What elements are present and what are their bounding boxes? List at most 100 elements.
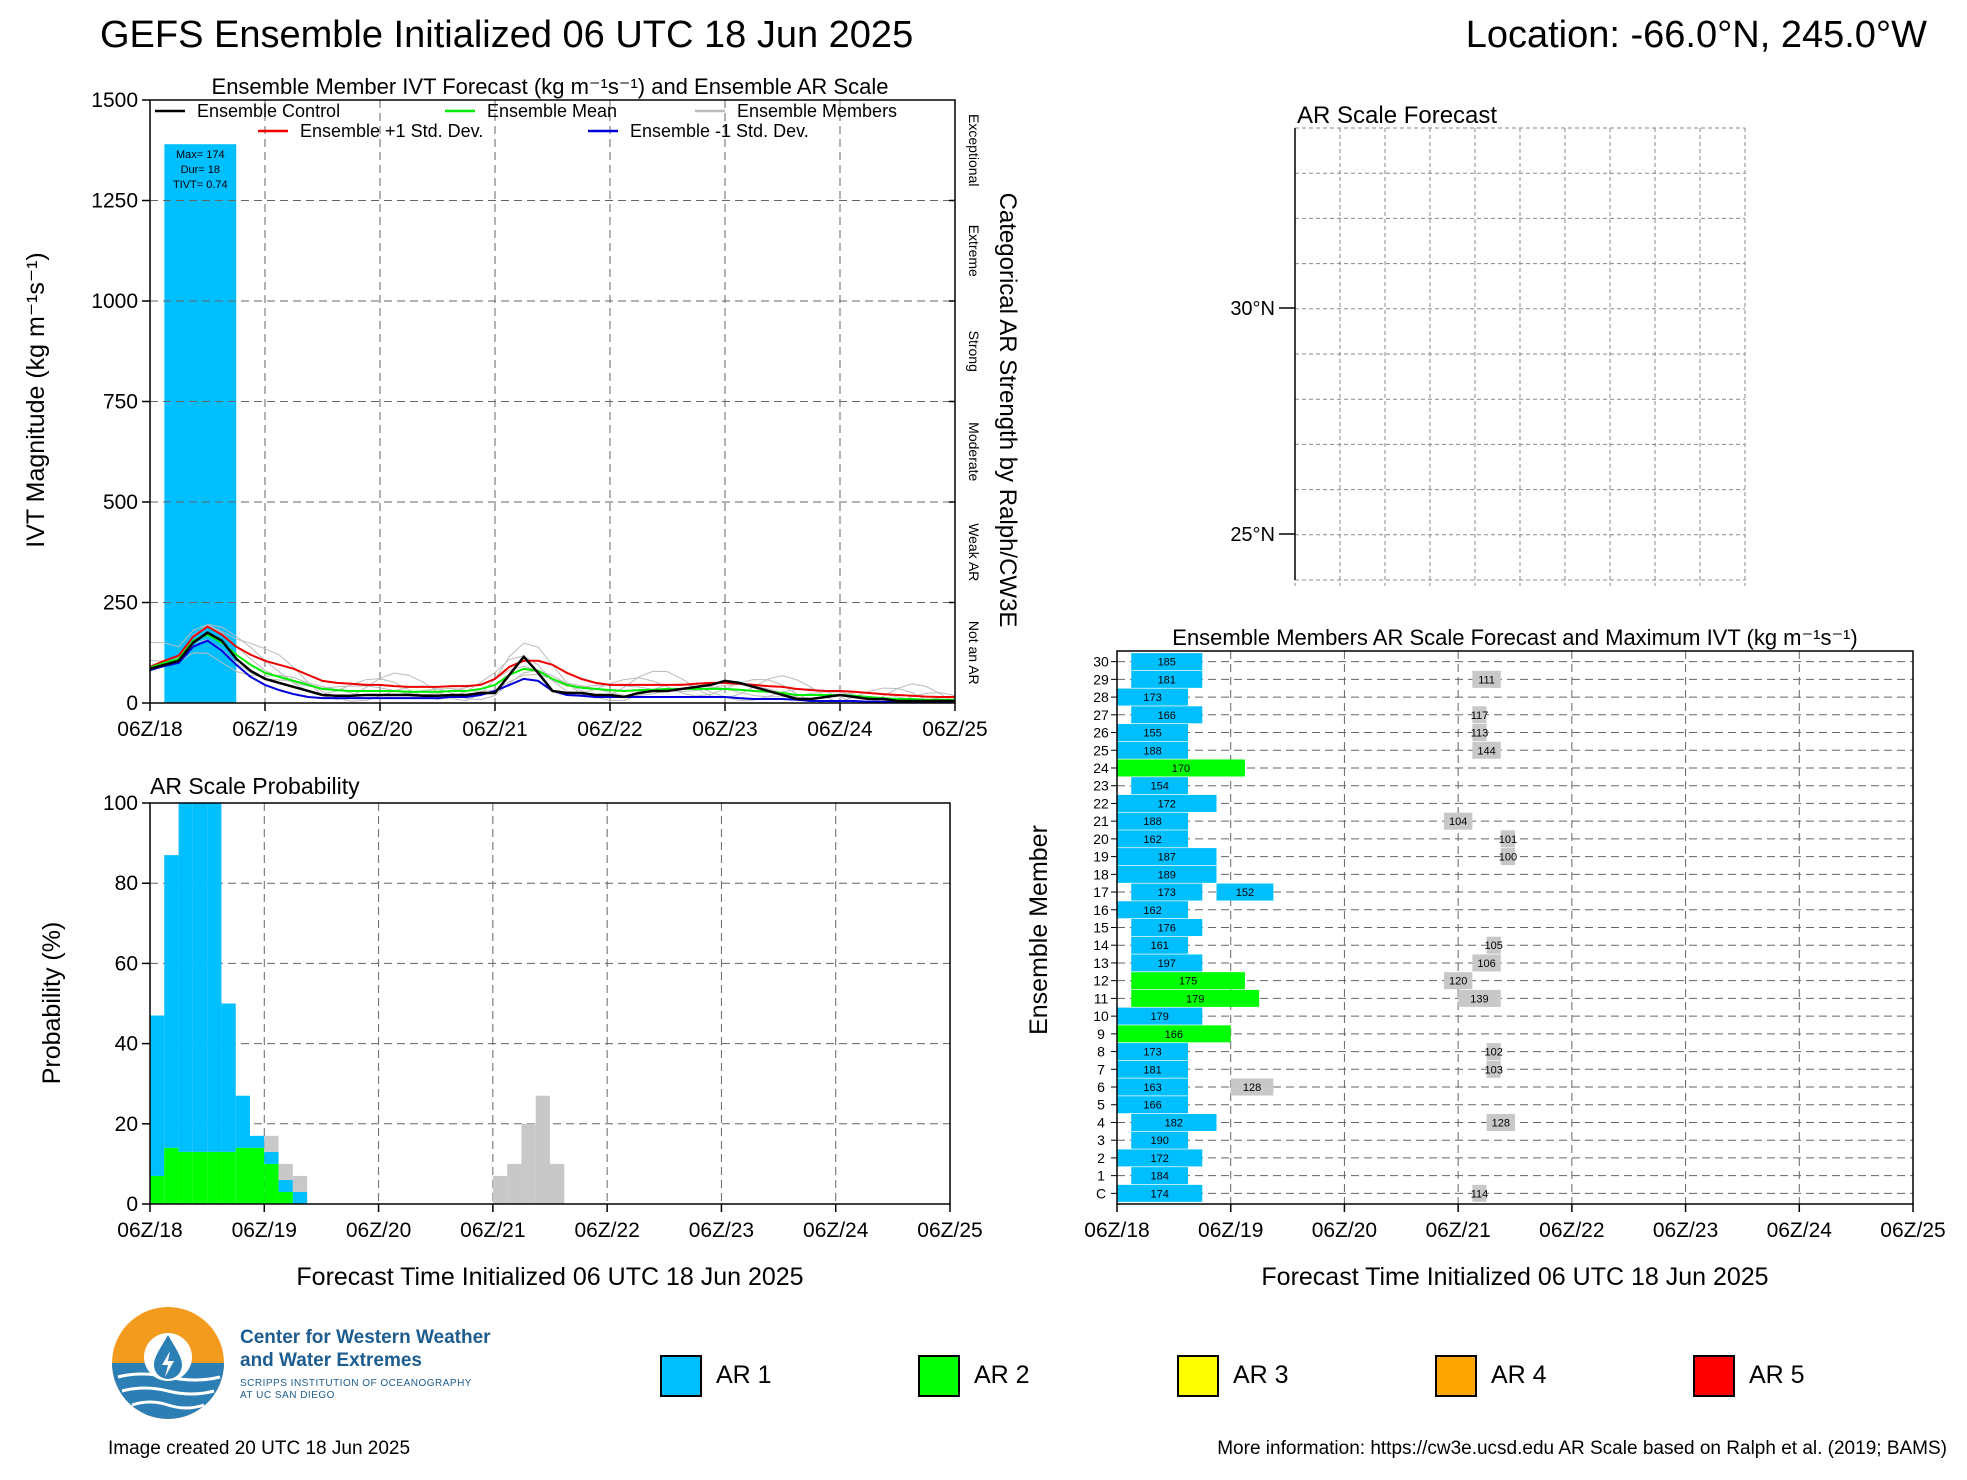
member-bar-label: 161 <box>1150 940 1168 952</box>
member-label: 28 <box>1093 689 1109 705</box>
member-bar-ar2 <box>1131 989 1260 1007</box>
member-bar-ar1 <box>1131 706 1203 724</box>
member-bar-ar1 <box>1117 812 1189 830</box>
member-bar-label: 163 <box>1143 1082 1161 1094</box>
member-label: 10 <box>1093 1008 1109 1024</box>
prob-bar-below <box>507 1163 522 1204</box>
member-bar-label: 197 <box>1158 958 1176 970</box>
ar-probability-chart: 0 20 40 60 80 100 06Z/18 06Z/19 06Z/20 06Z/21 06Z/… <box>38 773 983 1291</box>
member-label: 27 <box>1093 707 1109 723</box>
series-line-ensemble-mean <box>149 633 955 701</box>
member-label: 3 <box>1097 1132 1105 1148</box>
member-bar-label: 173 <box>1143 1047 1161 1059</box>
member-bar-label: 176 <box>1158 923 1176 935</box>
member-label: 22 <box>1093 795 1109 811</box>
x-tick-label: 06Z/23 <box>689 1219 754 1242</box>
member-label: 15 <box>1093 920 1109 936</box>
legend-ar1-swatch <box>660 1355 702 1397</box>
x-tick-label: 06Z/22 <box>577 718 642 741</box>
member-label: 19 <box>1093 849 1109 865</box>
legend-ar3-label: AR 3 <box>1233 1361 1289 1389</box>
member-label: 24 <box>1093 760 1109 776</box>
org-sub-line1: SCRIPPS INSTITUTION OF OCEANOGRAPHY <box>240 1378 472 1389</box>
member-label: 30 <box>1093 654 1109 670</box>
member-label: 2 <box>1097 1150 1105 1166</box>
ar-duration-box <box>164 144 237 704</box>
prob-bar-ar2 <box>178 1151 193 1204</box>
member-bar-label: 181 <box>1143 1064 1161 1076</box>
x-axis-title: Forecast Time Initialized 06 UTC 18 Jun … <box>296 1263 803 1291</box>
member-bar-label: 184 <box>1150 1171 1168 1183</box>
member-bar-ar1 <box>1216 883 1274 901</box>
member-bar-below <box>1486 1043 1501 1061</box>
prob-bar-ar2 <box>150 1175 165 1204</box>
member-bar-ar1 <box>1131 777 1189 795</box>
x-tick-label: 06Z/20 <box>346 1219 411 1242</box>
y-tick-label: 1000 <box>91 290 138 313</box>
member-bar-ar1 <box>1117 1060 1189 1078</box>
prob-bar-ar2 <box>235 1147 250 1204</box>
member-bar-label: 190 <box>1150 1135 1168 1147</box>
member-bar-below <box>1443 812 1473 830</box>
y-tick-label: 1250 <box>91 190 138 213</box>
category-label: Moderate <box>966 422 982 481</box>
member-bar-label: 189 <box>1158 869 1176 881</box>
series-line-ensemble-1-std-dev- <box>149 625 955 698</box>
y-axis-title: Probability (%) <box>38 922 66 1085</box>
prob-bar-ar1 <box>150 1015 165 1176</box>
y-tick-label: 20 <box>115 1113 138 1136</box>
y-tick-label: 0 <box>126 692 138 715</box>
member-bar-label: 104 <box>1449 816 1467 828</box>
legend-ar2-swatch <box>918 1355 960 1397</box>
member-bar-label: 187 <box>1158 852 1176 864</box>
member-label: 12 <box>1093 973 1109 989</box>
lat-label: 25°N <box>1230 524 1275 546</box>
prob-bar-ar1 <box>264 1151 279 1164</box>
member-bar-label: 182 <box>1165 1117 1183 1129</box>
prob-bar-below <box>278 1163 293 1180</box>
member-bar-label: 152 <box>1236 887 1254 899</box>
x-axis-title: Forecast Time Initialized 06 UTC 18 Jun … <box>1261 1263 1768 1291</box>
x-tick-label: 06Z/25 <box>1880 1219 1945 1242</box>
y-axis-title: IVT Magnitude (kg m⁻¹s⁻¹) <box>22 252 50 547</box>
y-tick-label: 60 <box>115 952 138 975</box>
x-tick-label: 06Z/22 <box>1539 1219 1604 1242</box>
category-label: Strong <box>966 331 982 372</box>
prob-bar-below <box>521 1123 536 1204</box>
x-tick-label: 06Z/25 <box>922 718 987 741</box>
chart-title: Ensemble Member IVT Forecast (kg m⁻¹s⁻¹)… <box>212 74 889 99</box>
member-bar-ar1 <box>1117 1078 1189 1096</box>
x-tick-label: 06Z/22 <box>574 1219 639 1242</box>
member-bar-label: 117 <box>1471 710 1489 722</box>
member-label: 13 <box>1093 955 1109 971</box>
cw3e-logo <box>110 1305 226 1421</box>
prob-bar-below <box>550 1163 565 1204</box>
member-bar-below <box>1472 706 1487 724</box>
member-bar-label: 101 <box>1499 834 1517 846</box>
member-bar-below <box>1472 724 1487 742</box>
legend-label: Ensemble Members <box>737 101 897 121</box>
prob-bar-ar1 <box>164 855 179 1148</box>
member-bar-label: 162 <box>1143 834 1161 846</box>
member-label: 21 <box>1093 813 1109 829</box>
member-bar-label: 106 <box>1477 958 1495 970</box>
ar-box-stat: TIVT= 0.74 <box>173 179 228 191</box>
legend-label: Ensemble +1 Std. Dev. <box>300 121 483 141</box>
member-bar-below <box>1230 1078 1274 1096</box>
chart-title: AR Scale Probability <box>150 773 360 799</box>
member-bar-label: 188 <box>1143 745 1161 757</box>
member-bar-ar1 <box>1131 653 1203 671</box>
member-bar-label: 102 <box>1484 1047 1502 1059</box>
y-tick-label: 1500 <box>91 89 138 112</box>
member-bar-label: 120 <box>1449 976 1467 988</box>
member-bar-label: 103 <box>1484 1064 1502 1076</box>
member-bar-ar1 <box>1131 954 1203 972</box>
series-line-ensemble-control <box>149 631 955 703</box>
member-bar-ar1 <box>1117 794 1217 812</box>
member-bar-below <box>1486 936 1501 954</box>
member-bar-ar1 <box>1117 1096 1189 1114</box>
legend-ar2-label: AR 2 <box>974 1361 1030 1389</box>
member-label: 8 <box>1097 1044 1105 1060</box>
member-bar-below <box>1500 848 1515 866</box>
lat-label: 30°N <box>1230 298 1275 320</box>
